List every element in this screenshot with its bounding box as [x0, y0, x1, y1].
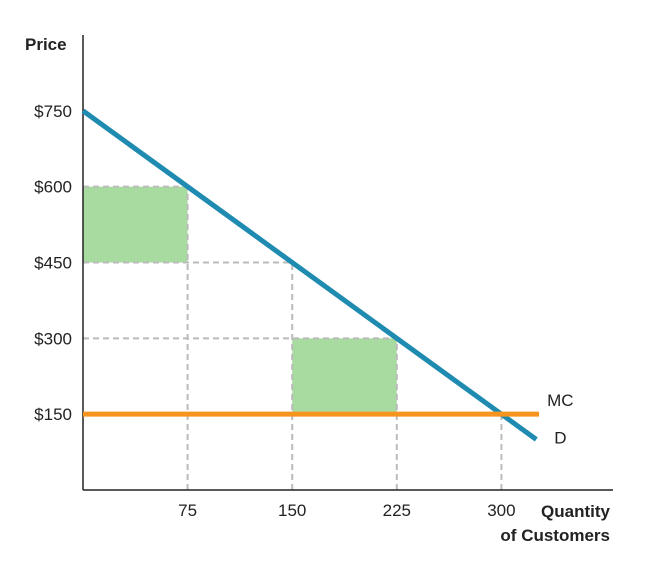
axis-labels: Price Quantity of Customers D MC [25, 35, 611, 545]
x-tick-label: 300 [487, 501, 515, 520]
y-tick-label: $600 [34, 178, 72, 197]
x-tick-label: 75 [178, 501, 197, 520]
y-tick-label: $450 [34, 254, 72, 273]
y-tick-label: $300 [34, 329, 72, 348]
x-axis-title-line-2: of Customers [500, 526, 610, 545]
mc-curve-label: MC [547, 391, 573, 410]
welfare-area-1 [83, 186, 188, 263]
x-tick-label: 225 [383, 501, 411, 520]
shaded-areas [83, 186, 397, 415]
tick-labels: $150 $300 $450 $600 $750 75 150 225 300 [34, 102, 515, 520]
x-axis-title-line-1: Quantity [541, 502, 610, 521]
series-lines [81, 108, 540, 442]
d-curve [81, 108, 538, 442]
d-curve-label: D [554, 428, 566, 447]
x-tick-label: 150 [278, 501, 306, 520]
y-tick-label: $750 [34, 102, 72, 121]
y-tick-label: $150 [34, 405, 72, 424]
welfare-area-2 [292, 338, 397, 415]
y-axis-title: Price [25, 35, 67, 54]
